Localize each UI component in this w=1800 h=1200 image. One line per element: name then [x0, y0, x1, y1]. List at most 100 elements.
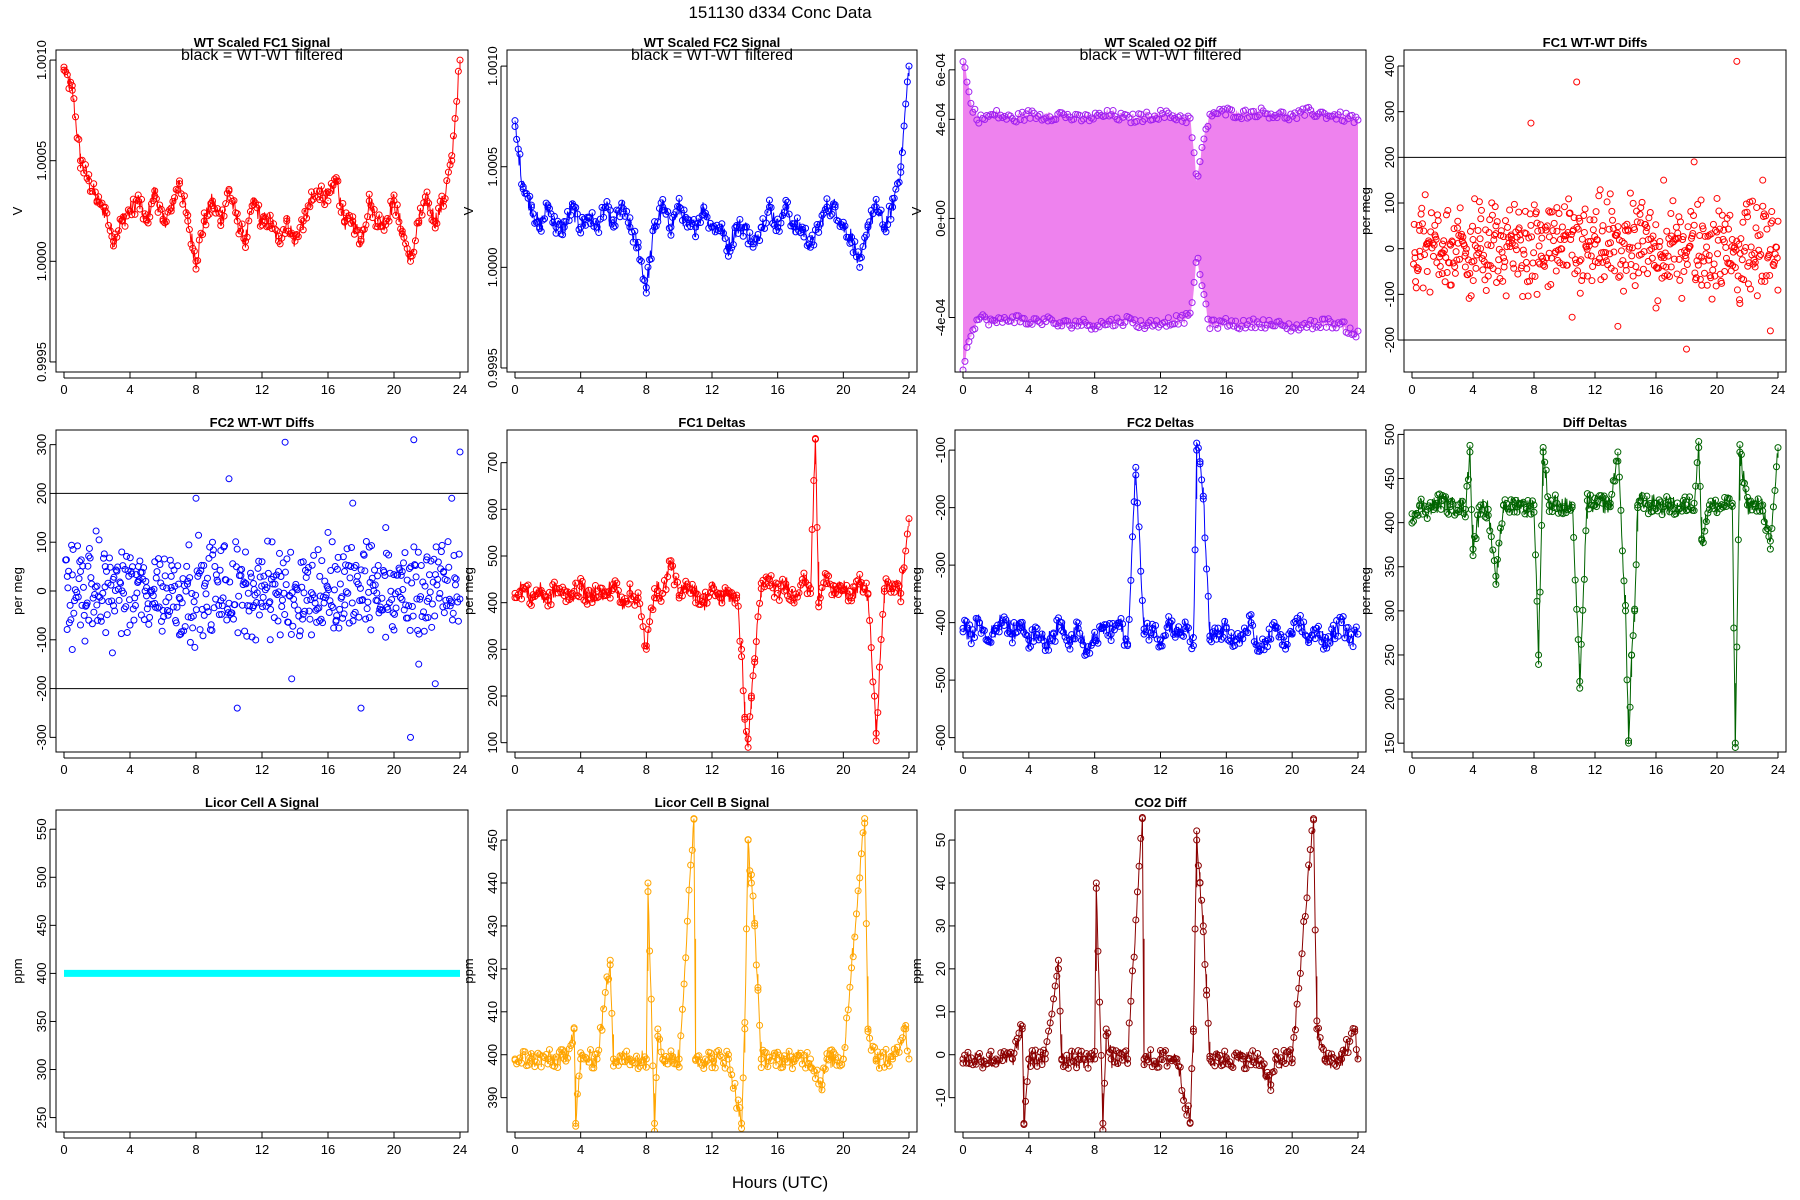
data-point	[440, 202, 447, 210]
data-point	[1222, 111, 1230, 119]
data-point	[1107, 630, 1115, 638]
data-point	[271, 580, 279, 588]
data-point	[1629, 199, 1637, 207]
data-point	[675, 194, 683, 202]
data-point	[1615, 273, 1623, 281]
data-point	[1237, 631, 1245, 639]
data-point	[1591, 240, 1599, 248]
data-point	[283, 555, 291, 563]
data-point	[382, 633, 390, 641]
data-point	[435, 594, 443, 602]
data-point	[585, 594, 593, 602]
data-point	[1105, 619, 1113, 627]
data-point	[391, 610, 399, 618]
data-point	[1475, 198, 1483, 206]
data-point	[354, 580, 362, 588]
data-point	[1298, 950, 1306, 958]
data-point	[744, 836, 752, 844]
data-point	[349, 213, 357, 221]
data-point	[1762, 272, 1770, 280]
y-tick-label: 100	[1382, 192, 1397, 214]
data-point	[1515, 499, 1523, 507]
data-point	[1713, 194, 1721, 202]
data-point	[155, 603, 163, 611]
data-point	[560, 223, 568, 231]
data-point	[263, 584, 271, 592]
data-point	[1058, 619, 1066, 627]
data-point	[1228, 106, 1236, 114]
data-point	[1543, 222, 1551, 230]
data-point	[898, 149, 906, 157]
data-point	[680, 980, 688, 988]
data-point	[183, 580, 191, 588]
data-point	[657, 597, 665, 605]
data-point	[1104, 631, 1112, 639]
data-point	[1753, 204, 1761, 212]
data-point	[683, 580, 691, 588]
data-point	[1751, 500, 1759, 508]
data-point	[621, 212, 629, 220]
data-point	[204, 212, 212, 220]
data-point	[1606, 190, 1614, 198]
y-tick-label: 430	[485, 915, 500, 937]
data-point	[1020, 1119, 1028, 1127]
data-point	[1675, 505, 1683, 513]
x-tick-label: 12	[705, 762, 719, 777]
data-point	[159, 583, 167, 591]
data-point	[1212, 1050, 1220, 1058]
data-point	[724, 589, 732, 597]
data-point	[1045, 1027, 1053, 1035]
data-point	[197, 229, 205, 237]
data-point	[1740, 247, 1748, 255]
x-tick-label: 0	[1408, 382, 1415, 397]
y-tick-label: 10	[933, 1005, 948, 1019]
data-point	[313, 605, 321, 613]
data-point	[1556, 259, 1564, 267]
data-point	[1579, 272, 1587, 280]
data-point	[1289, 112, 1297, 120]
data-point	[785, 595, 793, 603]
data-point	[856, 874, 864, 882]
data-point	[905, 62, 913, 70]
data-point	[718, 599, 726, 607]
data-point	[667, 223, 675, 231]
data-point	[77, 157, 84, 165]
data-point	[1068, 1047, 1076, 1055]
data-point	[67, 78, 75, 86]
data-point	[214, 578, 222, 586]
x-tick-label: 24	[453, 762, 467, 777]
data-point	[242, 548, 249, 556]
data-point	[889, 580, 897, 588]
data-point	[1058, 626, 1066, 634]
data-point	[1346, 1037, 1354, 1045]
data-point	[1127, 315, 1135, 323]
data-point	[1255, 1055, 1263, 1063]
data-point	[98, 597, 106, 605]
data-point	[1006, 317, 1014, 325]
data-point	[169, 603, 177, 611]
data-point	[513, 1060, 521, 1068]
data-point	[889, 1055, 897, 1063]
data-point	[97, 617, 105, 625]
data-point	[1705, 231, 1713, 239]
data-point	[176, 177, 183, 185]
chart-title: WT Scaled O2 Diff	[1105, 35, 1218, 50]
y-tick-label: 300	[1382, 600, 1397, 622]
data-point	[890, 588, 898, 596]
data-point	[1198, 143, 1206, 151]
data-point	[440, 609, 448, 617]
data-point	[608, 1009, 616, 1017]
data-point	[407, 563, 415, 571]
data-point	[250, 197, 258, 205]
data-point	[303, 596, 311, 604]
data-point	[407, 257, 414, 265]
data-point	[1453, 256, 1461, 264]
data-point	[807, 235, 814, 243]
data-point	[1511, 242, 1519, 250]
data-point	[388, 596, 396, 604]
data-point	[1232, 317, 1240, 325]
data-point	[634, 243, 642, 251]
data-point	[1218, 107, 1226, 115]
data-point	[848, 964, 856, 972]
data-point	[762, 219, 770, 227]
